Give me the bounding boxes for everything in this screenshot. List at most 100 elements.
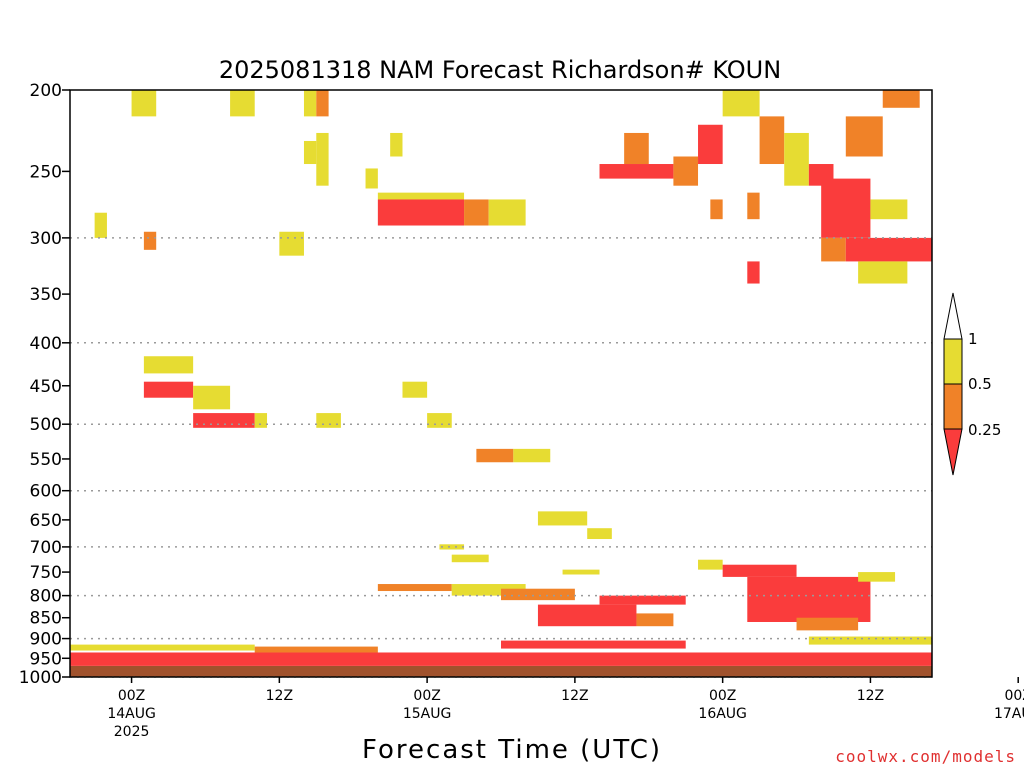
x-tick-label: 00Z xyxy=(1004,688,1024,704)
ri-patch xyxy=(254,413,268,428)
ri-patch xyxy=(70,652,932,666)
ri-patch xyxy=(722,90,760,117)
ri-patch xyxy=(537,604,637,627)
ri-patch xyxy=(451,584,526,596)
ri-patch xyxy=(562,569,600,575)
ri-patch xyxy=(193,385,231,410)
ri-patch xyxy=(784,132,809,186)
x-tick-label: 15AUG xyxy=(403,706,452,722)
ri-patch xyxy=(870,199,908,220)
ri-patch xyxy=(796,617,859,631)
x-tick-label: 16AUG xyxy=(698,706,747,722)
colorbar-label-0.5: 0.5 xyxy=(968,375,992,393)
ri-patch xyxy=(451,554,489,563)
chart-title: 2025081318 NAM Forecast Richardson# KOUN xyxy=(219,56,781,84)
colorbar-legend: 1 0.5 0.25 xyxy=(943,292,1001,476)
credit-link[interactable]: coolwx.com/models xyxy=(835,747,1016,766)
colorbar-label-0.25: 0.25 xyxy=(968,421,1001,439)
plot-area xyxy=(70,90,932,677)
ri-patch xyxy=(845,237,932,262)
ri-patch xyxy=(698,559,723,570)
y-tick-label: 250 xyxy=(30,162,62,182)
ri-patch xyxy=(377,199,465,226)
ri-patch xyxy=(858,572,896,582)
y-tick-label: 850 xyxy=(30,609,62,629)
ri-patch xyxy=(636,613,674,627)
ri-patch xyxy=(303,90,317,117)
ri-patch xyxy=(587,528,612,540)
y-tick-label: 300 xyxy=(30,229,62,249)
colorbar-label-1: 1 xyxy=(968,330,978,348)
ri-patch xyxy=(821,178,871,238)
ri-patch xyxy=(427,413,452,428)
ri-patch xyxy=(377,584,452,592)
y-tick-label: 950 xyxy=(30,649,62,669)
ri-patch xyxy=(845,116,883,157)
y-tick-label: 400 xyxy=(30,334,62,354)
y-tick-label: 600 xyxy=(30,482,62,502)
y-tick-label: 1000 xyxy=(19,668,62,688)
ri-patch xyxy=(710,199,723,220)
ri-patch xyxy=(254,646,378,653)
y-tick-label: 900 xyxy=(30,630,62,650)
ri-patch xyxy=(464,199,489,226)
y-tick-label: 800 xyxy=(30,587,62,607)
ri-patch xyxy=(501,588,575,601)
ri-patch xyxy=(316,413,341,428)
y-tick-label: 700 xyxy=(30,538,62,558)
ri-patch xyxy=(599,164,674,179)
y-tick-label: 550 xyxy=(30,450,62,470)
y-tick-label: 650 xyxy=(30,511,62,531)
x-axis-ticks: 00Z 14AUG 2025 12Z 00Z 15AUG 12Z 00Z 16AUG 12Z 00Z… xyxy=(107,677,1024,740)
ri-patch xyxy=(143,381,194,398)
y-tick-label: 750 xyxy=(30,563,62,583)
ri-patch xyxy=(230,90,255,117)
ri-patch xyxy=(476,448,514,463)
y-tick-label: 350 xyxy=(30,285,62,305)
ri-patch xyxy=(747,192,760,220)
ri-patch xyxy=(439,544,465,550)
ri-patch xyxy=(747,261,760,284)
x-tick-label: 00Z xyxy=(118,688,145,704)
ri-patch xyxy=(279,231,304,256)
ri-patch xyxy=(303,140,317,165)
ri-patch xyxy=(821,237,846,262)
y-tick-label: 500 xyxy=(30,415,62,435)
x-axis-label: Forecast Time (UTC) xyxy=(362,735,662,765)
ri-patch xyxy=(747,576,871,622)
ri-patch xyxy=(599,595,686,605)
ri-patch xyxy=(882,90,920,108)
ri-patch xyxy=(365,168,378,189)
y-tick-label: 450 xyxy=(30,377,62,397)
plot-frame xyxy=(69,89,933,678)
colorbar-top-arrow xyxy=(943,292,963,340)
ri-patch xyxy=(316,132,329,186)
ri-patch xyxy=(143,356,194,374)
x-tick-label: 14AUG xyxy=(107,706,156,722)
x-tick-label: 00Z xyxy=(413,688,440,704)
ri-patch xyxy=(377,192,465,200)
ri-patch xyxy=(390,132,403,157)
x-tick-label: 12Z xyxy=(561,688,588,704)
ground-fill xyxy=(70,665,932,677)
ri-patch xyxy=(316,90,329,117)
ri-patch xyxy=(70,644,255,651)
colorbar-bottom-arrow xyxy=(943,428,963,476)
ri-patch xyxy=(94,212,107,238)
ri-patch xyxy=(143,231,157,250)
ri-patch xyxy=(759,116,785,165)
ri-patch xyxy=(501,640,686,649)
colorbar-segment-0.5-1 xyxy=(943,338,963,385)
ri-patch xyxy=(488,199,526,226)
x-tick-label: 2025 xyxy=(114,724,150,740)
ri-patch xyxy=(131,90,157,117)
ri-patch xyxy=(858,261,908,284)
x-tick-label: 12Z xyxy=(266,688,293,704)
x-tick-label: 17AUG xyxy=(994,706,1024,722)
x-tick-label: 12Z xyxy=(857,688,884,704)
ri-patch xyxy=(722,564,797,577)
colorbar-segment-0.25-0.5 xyxy=(943,383,963,430)
ri-patch xyxy=(698,124,723,165)
ri-patch xyxy=(808,636,932,645)
